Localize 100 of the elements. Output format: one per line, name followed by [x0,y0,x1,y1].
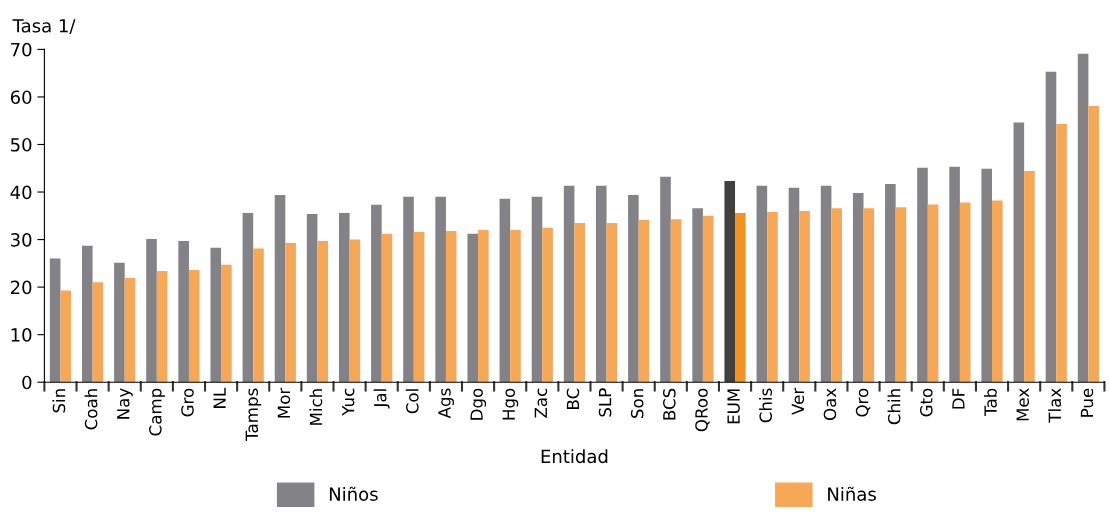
bar [1088,105,1099,383]
x-axis-title: Entidad [541,449,608,464]
bar [606,222,618,383]
bar [563,185,575,383]
bar [510,230,521,383]
x-tick-label: Qro [855,388,871,417]
y-tick-label: 10 [11,328,32,342]
bar [49,258,61,383]
bar [638,220,650,383]
x-tick-label: Gro [181,388,194,417]
x-tick-label: Zac [534,388,548,418]
bar [1013,122,1025,383]
x-tick-label: Nay [117,388,133,419]
bar [799,211,810,383]
bar [253,248,264,383]
bar [146,239,157,383]
bar [788,187,800,383]
bar [628,194,639,383]
x-tick-label: EUM [727,389,740,424]
y-axis-title: Tasa 1/ [12,19,76,35]
bar [692,208,703,383]
bar [927,204,939,383]
x-tick-label: Sin [52,389,66,413]
bar [917,167,928,383]
x-tick-label: Gto [920,388,933,417]
bar [60,290,72,383]
bar [467,233,479,383]
y-tick-label: 20 [10,280,32,295]
bar [724,181,736,383]
bar [317,241,329,383]
bar [574,222,586,383]
x-tick-label: Tlax [1048,388,1062,423]
bar [285,242,296,383]
bar [1056,124,1067,383]
x-tick-label: Jal [373,389,390,409]
x-tick-label: Dgo [470,388,487,420]
x-tick-label: DF [952,388,965,409]
x-tick-label: Tamps [245,388,262,441]
x-tick-label: Coah [84,389,98,430]
bar [1045,71,1057,383]
x-tick-label: NL [213,387,226,408]
x-tick-label: Tab [983,388,997,417]
x-tick-label: SLP [598,388,612,417]
x-tick-label: Yuc [342,388,355,416]
x-tick-label: Mex [1016,388,1029,421]
x-tick-label: Mich [309,389,323,425]
bar [242,212,254,383]
x-tick-label: Chis [759,388,772,423]
bar [992,200,1003,383]
x-tick-label: BC [566,388,580,409]
bar [371,204,382,383]
bar [852,192,864,383]
x-tick-label: Ver [791,387,805,415]
y-tick-label: 0 [22,375,32,390]
x-tick-label: Chih [887,389,901,425]
legend-label: Niñas [828,486,876,501]
y-tick-label: 30 [11,233,32,247]
bar [735,212,746,383]
bar [767,212,778,383]
bar [756,185,768,383]
bar [221,264,232,383]
bar [478,230,489,383]
bar [403,196,414,383]
bar [660,176,671,383]
bar [670,219,682,383]
bar [542,227,553,383]
bar [178,241,189,383]
x-tick-label: Camp [149,388,165,436]
bar [413,231,425,383]
bar [210,247,222,383]
y-tick-label: 40 [10,185,32,200]
bar [274,194,286,383]
bar [499,198,511,383]
bar [895,207,907,383]
bar [435,196,446,383]
bar [349,239,361,383]
bar [981,168,993,383]
bar [595,185,607,383]
y-tick-label: 50 [11,137,32,152]
x-tick-label: Son [630,389,644,418]
bar [124,278,136,383]
x-tick-label: Mor [277,387,291,418]
bar [306,213,318,383]
bar [188,270,200,383]
bar [820,185,832,383]
bar [949,166,960,383]
bar [831,208,843,383]
x-tick-label: Ags [438,388,454,419]
x-tick-label: Col [405,389,419,414]
y-tick-label: 70 [11,42,32,57]
x-tick-label: QRoo [695,388,710,432]
x-tick-label: BCS [663,388,676,420]
x-tick-label: Pue [1080,388,1094,417]
bar [959,202,971,383]
x-tick-label: Hgo [502,388,519,420]
legend-label: Niños [329,486,378,501]
bar [531,196,543,383]
bar [338,212,350,383]
bar [114,262,125,383]
x-tick-label: Oax [823,388,837,421]
